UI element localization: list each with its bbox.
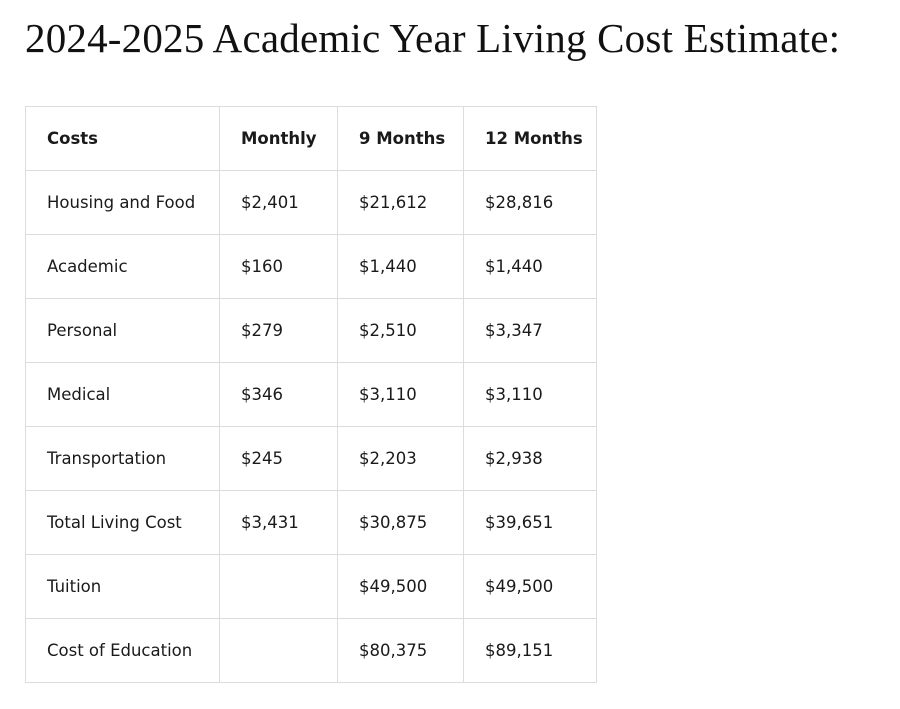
cost-cell: $89,151 (463, 618, 597, 683)
cost-cell: $2,203 (337, 426, 464, 491)
cost-cell: $3,110 (337, 362, 464, 427)
cost-cell: $1,440 (463, 234, 597, 299)
cost-cell: $279 (219, 298, 338, 363)
cost-cell: $3,431 (219, 490, 338, 555)
cost-cell: $49,500 (463, 554, 597, 619)
cost-cell: $49,500 (337, 554, 464, 619)
table-row: Transportation $245 $2,203 $2,938 (25, 426, 597, 491)
cost-cell (219, 618, 338, 683)
cost-cell: $1,440 (337, 234, 464, 299)
cost-cell: $160 (219, 234, 338, 299)
row-label: Transportation (25, 426, 220, 491)
table-row: Medical $346 $3,110 $3,110 (25, 362, 597, 427)
row-label: Tuition (25, 554, 220, 619)
header-row: Costs Monthly 9 Months 12 Months (25, 106, 597, 171)
table-row: Housing and Food $2,401 $21,612 $28,816 (25, 170, 597, 235)
table-row: Cost of Education $80,375 $89,151 (25, 618, 597, 683)
row-label: Academic (25, 234, 220, 299)
cost-table: Costs Monthly 9 Months 12 Months Housing an… (25, 106, 597, 683)
cost-cell: $39,651 (463, 490, 597, 555)
cost-cell: $2,938 (463, 426, 597, 491)
column-header: 9 Months (337, 106, 464, 171)
cost-cell: $2,510 (337, 298, 464, 363)
cost-cell: $2,401 (219, 170, 338, 235)
row-label: Cost of Education (25, 618, 220, 683)
table-row: Academic $160 $1,440 $1,440 (25, 234, 597, 299)
row-label: Medical (25, 362, 220, 427)
row-label: Total Living Cost (25, 490, 220, 555)
table-row: Total Living Cost $3,431 $30,875 $39,651 (25, 490, 597, 555)
cost-cell: $245 (219, 426, 338, 491)
cost-cell: $3,347 (463, 298, 597, 363)
row-label: Personal (25, 298, 220, 363)
column-header: Costs (25, 106, 220, 171)
column-header: 12 Months (463, 106, 597, 171)
column-header: Monthly (219, 106, 338, 171)
table-row: Personal $279 $2,510 $3,347 (25, 298, 597, 363)
cost-cell: $28,816 (463, 170, 597, 235)
cost-cell: $80,375 (337, 618, 464, 683)
row-label: Housing and Food (25, 170, 220, 235)
cost-cell: $3,110 (463, 362, 597, 427)
cost-cell: $30,875 (337, 490, 464, 555)
page-title: 2024-2025 Academic Year Living Cost Esti… (25, 15, 841, 61)
cost-cell (219, 554, 338, 619)
table-body: Housing and Food $2,401 $21,612 $28,816 Acad… (25, 170, 597, 683)
table-row: Tuition $49,500 $49,500 (25, 554, 597, 619)
cost-cell: $21,612 (337, 170, 464, 235)
cost-cell: $346 (219, 362, 338, 427)
